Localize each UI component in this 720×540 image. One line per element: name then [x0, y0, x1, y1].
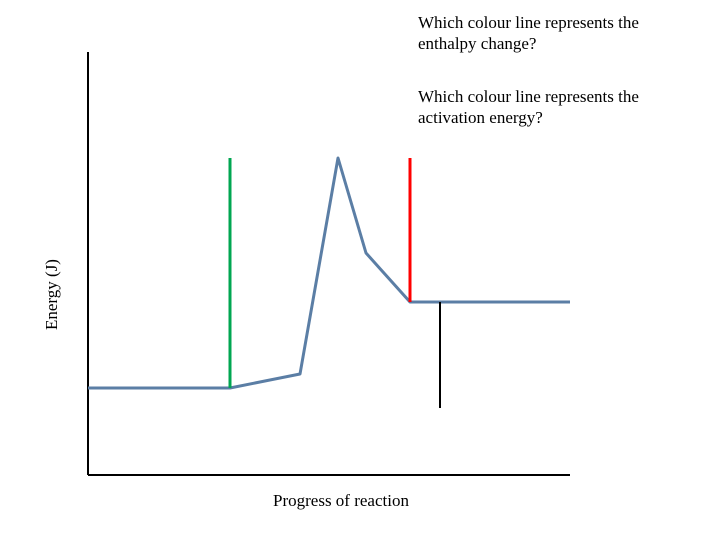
reaction-curve	[88, 158, 570, 388]
indicator-lines	[230, 158, 440, 408]
axes-group	[88, 52, 570, 475]
energy-diagram	[0, 0, 720, 540]
